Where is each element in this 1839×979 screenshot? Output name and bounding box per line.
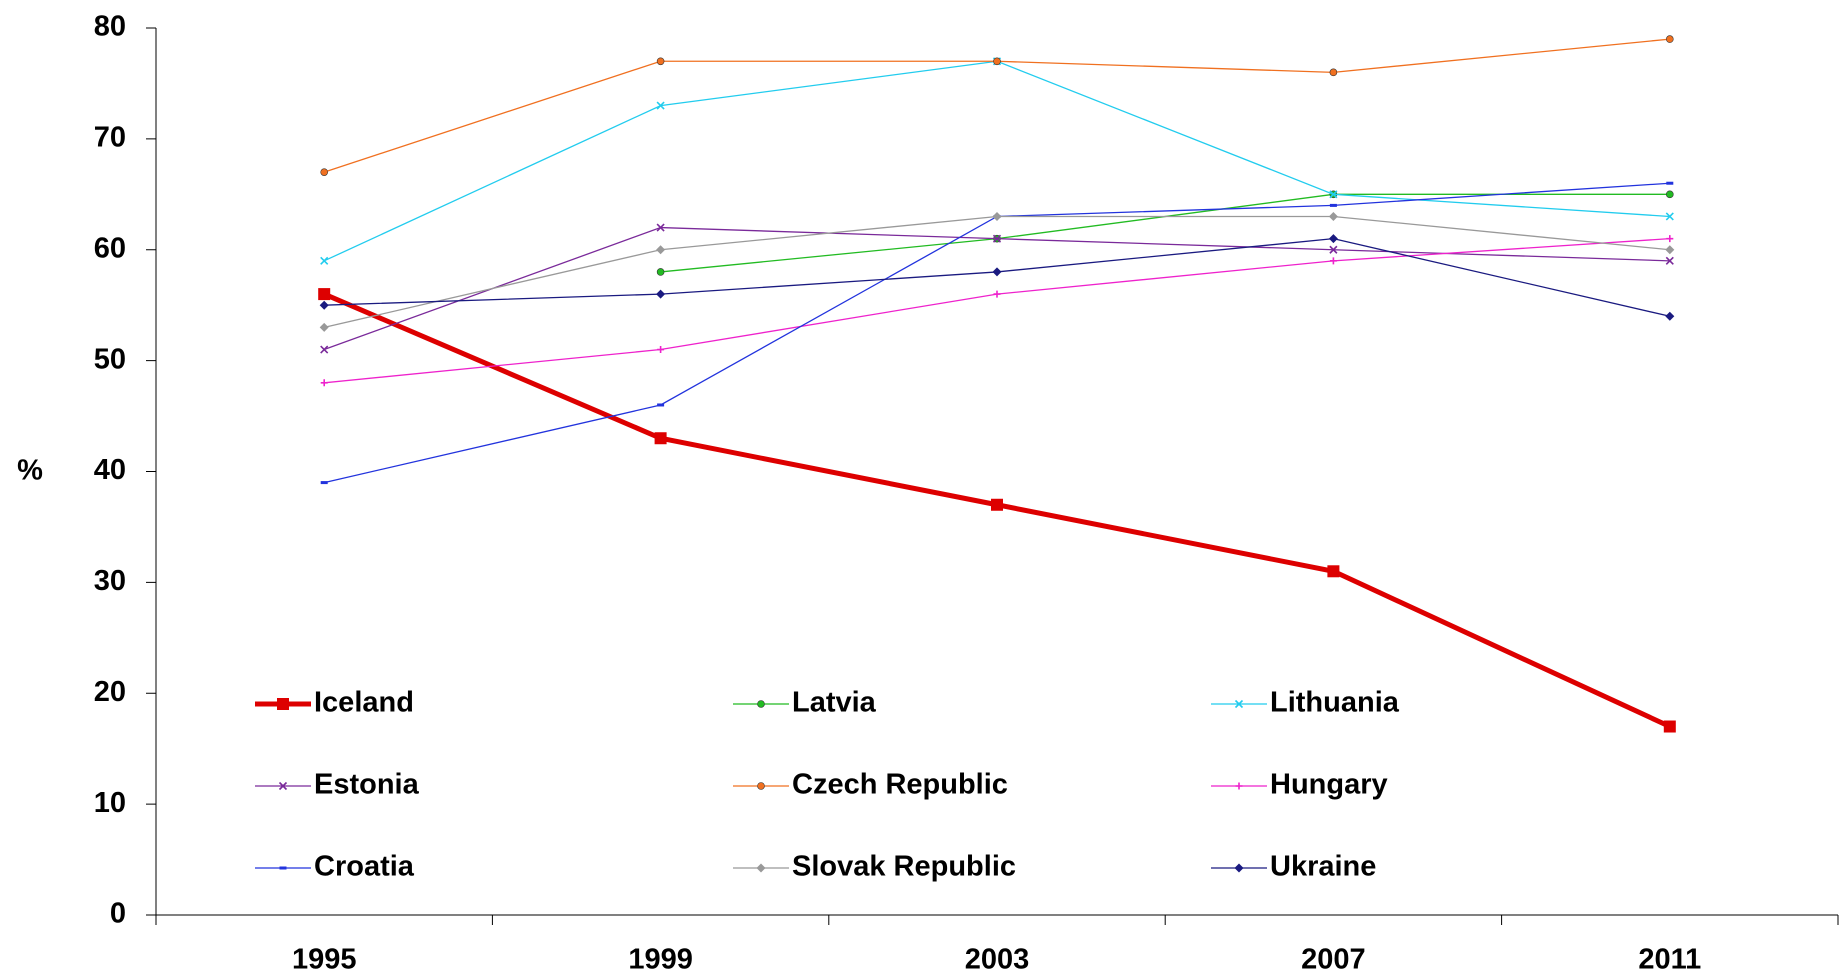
legend-marker [1235, 782, 1243, 790]
marker [656, 289, 666, 299]
legend-label: Latvia [792, 687, 877, 719]
legend-marker [277, 698, 289, 710]
legend-label: Hungary [1270, 769, 1388, 801]
marker [1328, 234, 1338, 244]
marker [1665, 212, 1674, 221]
marker [320, 256, 329, 265]
legend-marker [756, 863, 766, 873]
marker [657, 403, 665, 407]
marker [992, 234, 1002, 243]
series-line [324, 238, 1670, 384]
marker [1329, 203, 1337, 207]
marker [319, 300, 329, 310]
series-line [324, 182, 1670, 484]
legend-label: Estonia [314, 769, 420, 801]
y-tick-label: 20 [94, 676, 126, 708]
marker [992, 267, 1002, 277]
x-tick-label: 1999 [628, 944, 693, 976]
marker [993, 57, 1001, 66]
legend-marker [279, 866, 287, 870]
marker [320, 345, 329, 354]
x-tick-label: 2007 [1301, 944, 1366, 976]
marker [1666, 235, 1674, 243]
legend-marker [757, 700, 765, 708]
series-line [323, 60, 1670, 262]
marker [1666, 190, 1674, 199]
legend-marker [278, 781, 288, 791]
legend-label: Slovak Republic [792, 851, 1016, 883]
marker [656, 223, 665, 232]
marker [1329, 245, 1338, 254]
series-line [324, 238, 1670, 317]
marker [657, 346, 665, 354]
marker [1329, 190, 1338, 199]
legend-label: Lithuania [1270, 687, 1400, 719]
marker [1328, 211, 1338, 221]
marker [320, 379, 328, 387]
marker [1666, 35, 1674, 43]
marker [656, 57, 665, 66]
y-tick-label: 50 [94, 343, 126, 375]
legend-label: Iceland [314, 687, 414, 719]
marker [991, 498, 1003, 511]
marker [320, 168, 329, 176]
marker [319, 322, 329, 332]
y-tick-label: 70 [94, 122, 126, 154]
legend-marker [1234, 863, 1244, 873]
marker [1666, 181, 1674, 185]
marker [656, 101, 665, 110]
marker [1327, 565, 1340, 578]
y-tick-label: 80 [94, 11, 126, 43]
legend-label: Croatia [314, 851, 415, 883]
marker [1665, 245, 1675, 255]
marker [654, 432, 667, 445]
marker [656, 268, 665, 276]
marker [1665, 311, 1675, 321]
y-tick-label: 30 [94, 565, 126, 597]
legend-marker [1234, 699, 1244, 709]
y-tick-label: 10 [94, 787, 126, 819]
y-tick-label: 0 [110, 898, 126, 930]
legend-label: Czech Republic [792, 769, 1008, 801]
marker [1329, 257, 1337, 265]
marker [318, 288, 331, 301]
x-tick-label: 2011 [1638, 944, 1701, 976]
marker [656, 245, 666, 255]
x-tick-label: 1995 [292, 944, 357, 976]
marker [992, 211, 1002, 221]
y-tick-label: 60 [94, 232, 126, 264]
legend-marker [757, 782, 765, 790]
marker [993, 290, 1001, 298]
legend-label: Ukraine [1270, 851, 1376, 883]
y-tick-label: 40 [94, 454, 126, 486]
marker [1329, 68, 1338, 77]
marker [1665, 256, 1674, 265]
y-axis-label: % [17, 455, 43, 487]
x-tick-label: 2003 [965, 944, 1030, 976]
marker [1663, 720, 1676, 733]
series-line [323, 226, 1670, 351]
marker [320, 481, 328, 485]
